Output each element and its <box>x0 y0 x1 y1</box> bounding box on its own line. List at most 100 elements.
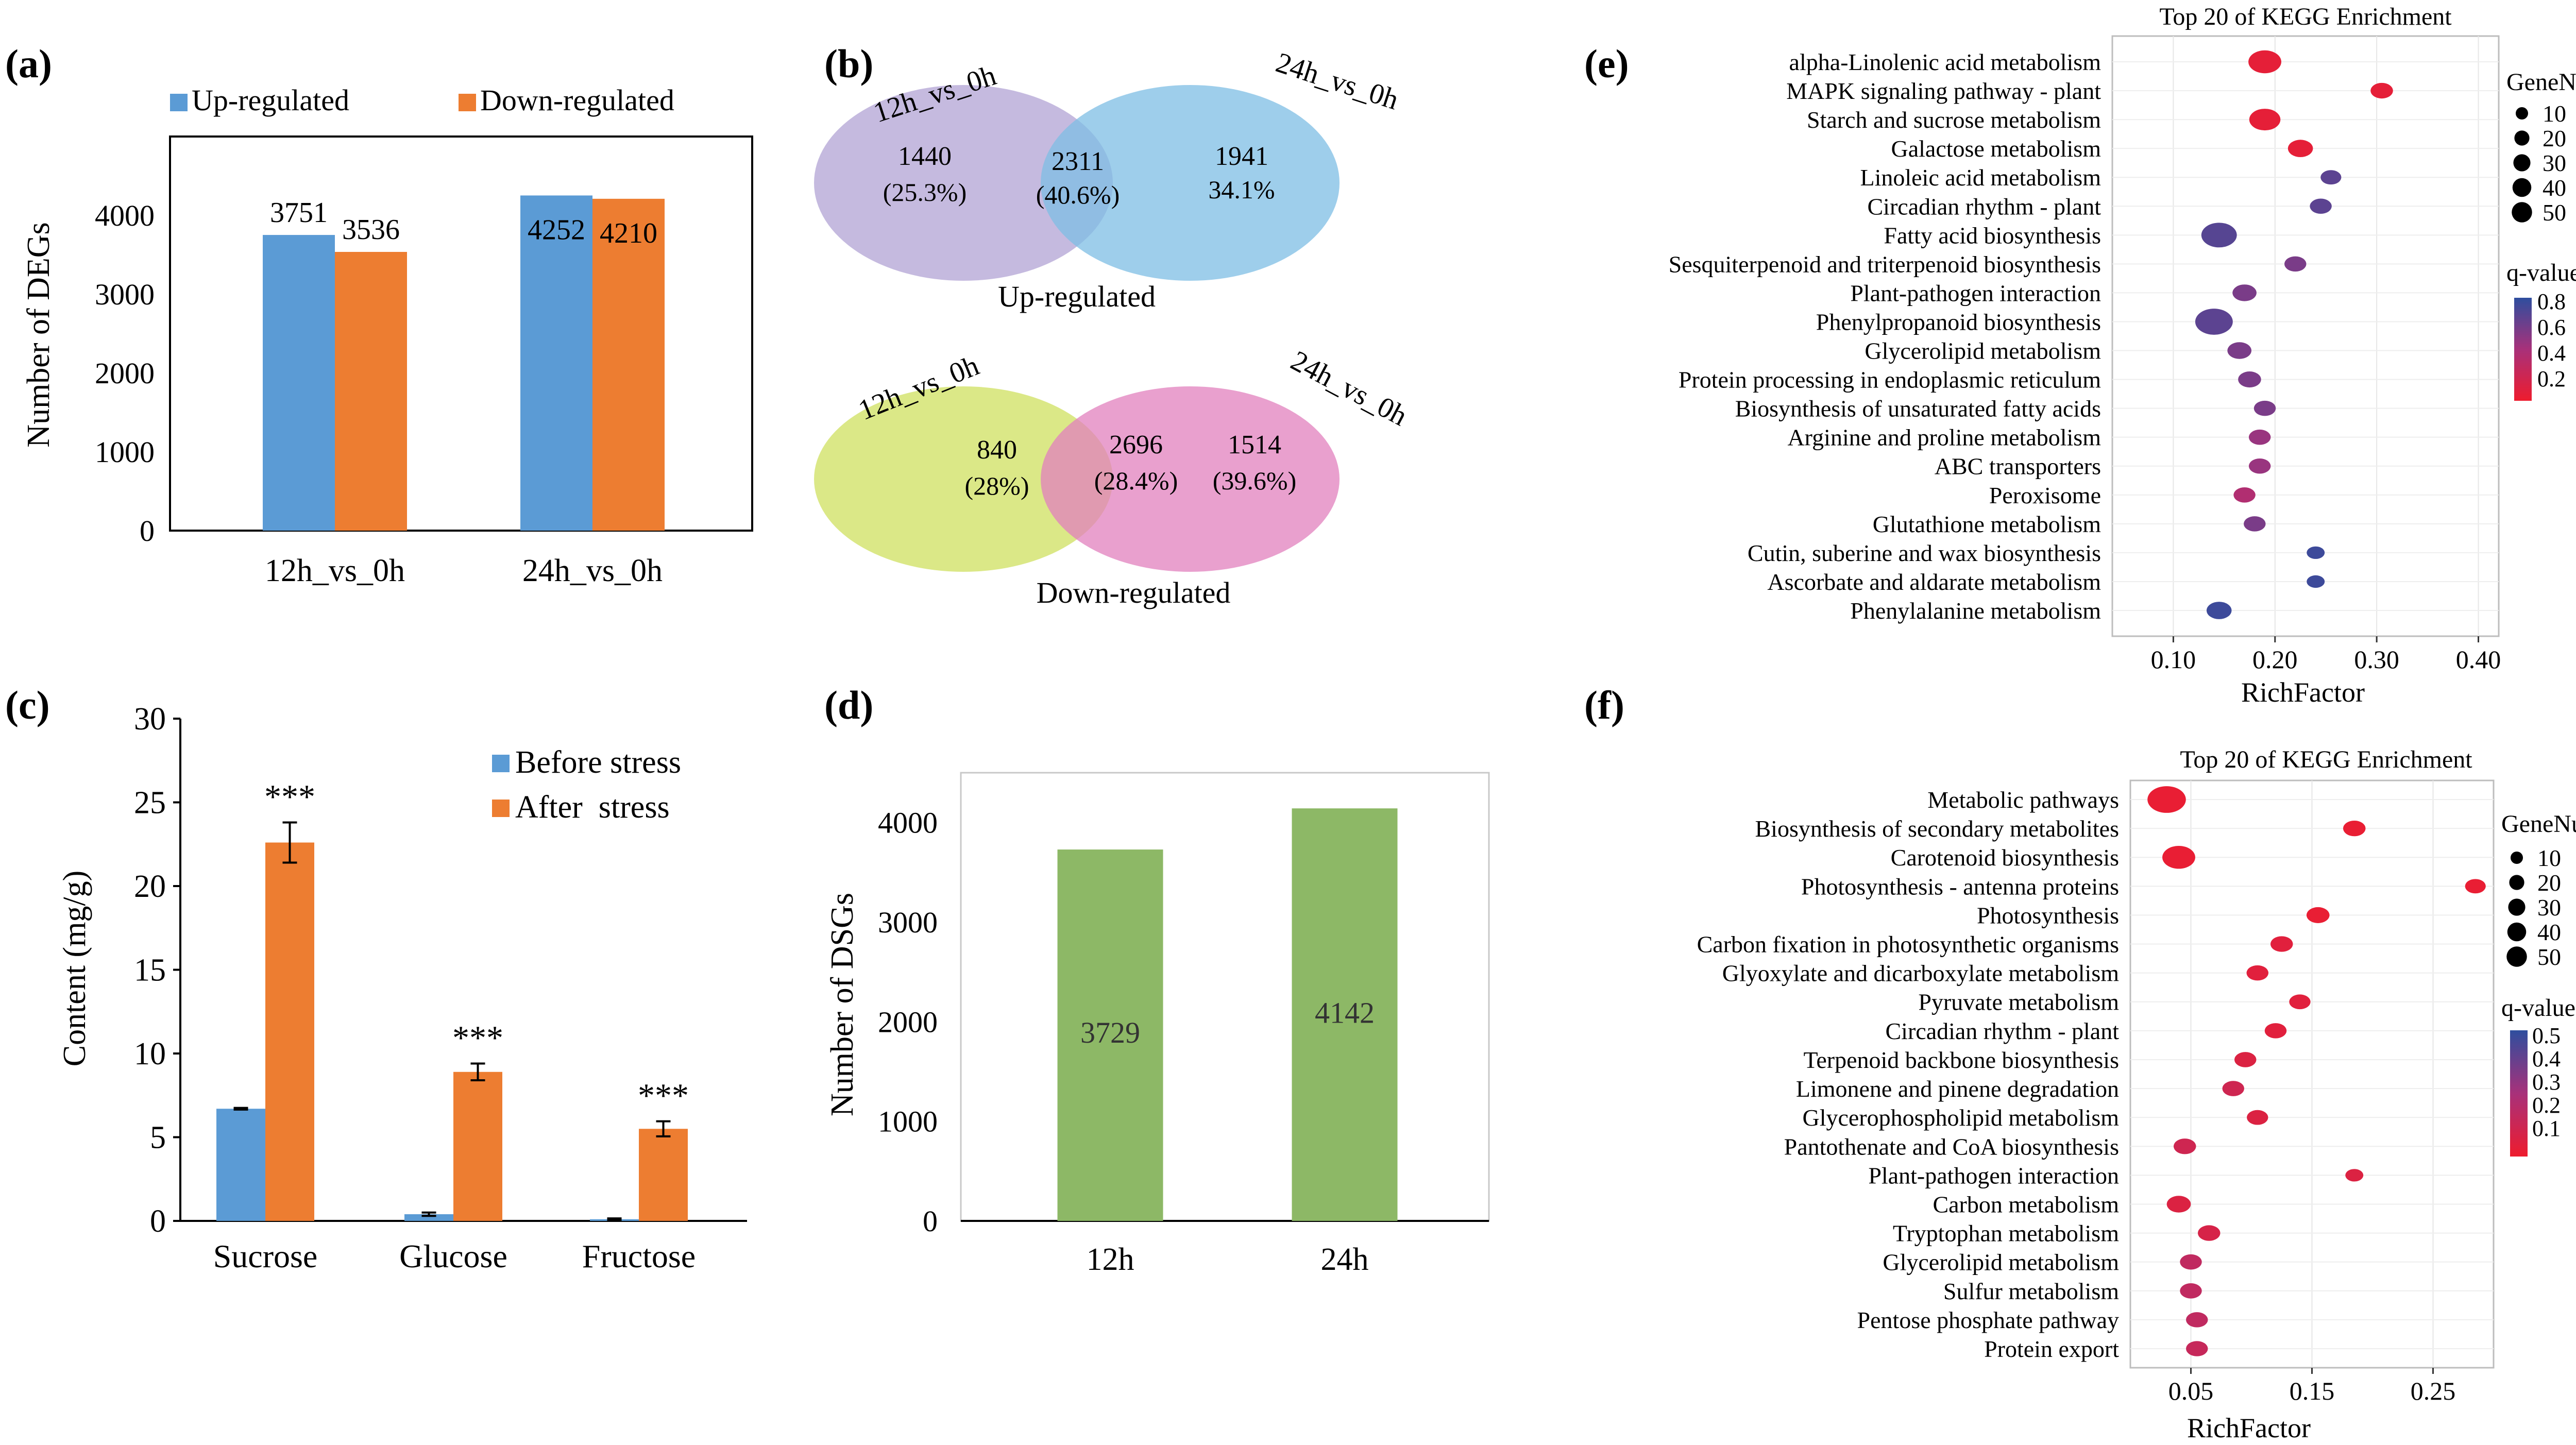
chart-c-ytick-label: 30 <box>134 702 166 737</box>
chart-c-significance: *** <box>452 1019 503 1057</box>
e-dot <box>2233 487 2256 503</box>
e-dot <box>2248 458 2271 474</box>
f-dot <box>2234 1052 2257 1067</box>
chart-c-ytick-label: 25 <box>134 786 166 821</box>
e-dot <box>2238 371 2261 388</box>
e-pathway-label: Galactose metabolism <box>1891 135 2102 162</box>
panel-letter-f: (f) <box>1584 683 1624 727</box>
chart-c-ytick-label: 20 <box>134 869 166 904</box>
chart-a-ytick-label: 4000 <box>95 199 155 232</box>
e-dot <box>2248 50 2281 74</box>
e-pathway-label: Phenylalanine metabolism <box>1850 598 2101 624</box>
chart-c-ytick-label: 15 <box>134 953 166 988</box>
e-dot <box>2370 82 2393 99</box>
f-dot <box>2246 965 2268 981</box>
chart-a-ylabel: Number of DEGs <box>21 222 56 447</box>
legend-label-after: After stress <box>515 790 670 825</box>
venn-up-caption: Up-regulated <box>998 280 1156 313</box>
f-pathway-label: Limonene and pinene degradation <box>1796 1076 2119 1102</box>
chart-d-bar <box>1057 849 1163 1221</box>
e-size-legend-dot <box>2515 107 2529 120</box>
chart-a-value-label: 3751 <box>270 197 328 229</box>
f-pathway-label: Plant-pathogen interaction <box>1868 1162 2119 1188</box>
chart-e-title: Top 20 of KEGG Enrichment <box>2159 3 2452 30</box>
chart-a-frame <box>169 135 753 532</box>
venn-up-label-right: 24h_vs_0h <box>1272 46 1402 116</box>
venn-up-mid-count: 2311 <box>1052 147 1104 176</box>
f-pathway-label: Tryptophan metabolism <box>1893 1220 2119 1247</box>
chart-a-ytick-label: 2000 <box>95 356 155 390</box>
f-color-legend-label: 0.4 <box>2532 1046 2561 1072</box>
e-size-legend-label: 30 <box>2543 150 2566 176</box>
e-pathway-label: Ascorbate and aldarate metabolism <box>1767 569 2101 595</box>
f-dot <box>2264 1023 2287 1039</box>
e-dot <box>2249 109 2281 131</box>
venn-up-left-pct: (25.3%) <box>883 178 967 207</box>
f-size-legend-dot <box>2506 946 2527 967</box>
f-pathway-label: Pantothenate and CoA biosynthesis <box>1784 1133 2119 1160</box>
f-size-legend-label: 10 <box>2537 845 2561 871</box>
f-size-legend-label: 20 <box>2537 870 2561 896</box>
f-size-legend-dot <box>2509 875 2524 890</box>
panel-letter-b: (b) <box>824 41 873 86</box>
venn-down-left-pct: (28%) <box>965 471 1029 500</box>
e-pathway-label: Linoleic acid metabolism <box>1860 164 2101 191</box>
venn-down-mid-count: 2696 <box>1109 430 1163 460</box>
chart-d-value-label: 3729 <box>1080 1016 1140 1049</box>
chart-d-ytick-label: 4000 <box>878 806 938 840</box>
f-pathway-label: Photosynthesis - antenna proteins <box>1801 873 2119 899</box>
chart-d-value-label: 4142 <box>1315 996 1375 1030</box>
chart-a-ytick-label: 3000 <box>95 278 155 311</box>
e-dot <box>2195 309 2233 335</box>
chart-f-size-legend-title: GeneNumber <box>2501 810 2576 838</box>
legend-swatch-after <box>492 800 510 817</box>
chart-e-color-legend-title: q-value <box>2506 259 2576 286</box>
venn-down-right-count: 1514 <box>1228 430 1281 460</box>
f-color-legend-label: 0.3 <box>2532 1069 2561 1095</box>
venn-up-mid-pct: (40.6%) <box>1036 180 1120 209</box>
f-pathway-label: Biosynthesis of secondary metabolites <box>1755 815 2120 842</box>
f-dot <box>2166 1196 2191 1213</box>
e-pathway-label: Plant-pathogen interaction <box>1850 280 2101 306</box>
e-dot <box>2287 140 2313 158</box>
e-dot <box>2307 546 2325 559</box>
e-xtick-label: 0.40 <box>2456 645 2501 674</box>
e-size-legend-label: 10 <box>2543 100 2566 127</box>
chart-a-value-label: 4210 <box>600 217 657 249</box>
chart-e: Top 20 of KEGG Enrichment 0.10 0.20 0.30 0.… <box>1669 3 2576 708</box>
e-pathway-label: alpha-Linolenic acid metabolism <box>1789 49 2102 75</box>
chart-a-value-label: 4252 <box>528 214 585 246</box>
chart-c-ytick-label: 0 <box>150 1204 166 1239</box>
e-pathway-label: Glycerolipid metabolism <box>1865 338 2101 364</box>
chart-c-category-label: Fructose <box>582 1238 696 1274</box>
f-pathway-label: Photosynthesis <box>1977 902 2119 928</box>
e-pathway-label: Peroxisome <box>1989 482 2101 508</box>
chart-a-bar-up <box>520 195 592 531</box>
venn-up-right-pct: 34.1% <box>1208 175 1275 204</box>
chart-c-category-label: Sucrose <box>213 1238 318 1274</box>
f-size-legend-dot <box>2510 851 2523 864</box>
venn-b: 12h_vs_0h 24h_vs_0h 1440 (25.3%) 2311 (4… <box>814 46 1413 609</box>
chart-e-panel <box>2111 35 2500 637</box>
f-dot <box>2247 1110 2268 1125</box>
chart-c-ytick-label: 10 <box>134 1036 166 1072</box>
f-pathway-label: Carbon metabolism <box>1933 1191 2119 1217</box>
f-xtick-label: 0.25 <box>2411 1376 2456 1405</box>
venn-down-left-circle <box>814 386 1113 572</box>
f-xtick-label: 0.15 <box>2290 1376 2335 1405</box>
chart-d-category-label: 24h <box>1321 1242 1369 1277</box>
f-pathway-label: Sulfur metabolism <box>1943 1278 2119 1304</box>
chart-c-ylabel: Content (mg/g) <box>57 871 92 1067</box>
chart-c: Content (mg/g) 0 5 10 15 20 25 30 *** *** *** Suc… <box>57 702 747 1274</box>
e-dot <box>2232 284 2257 301</box>
chart-d-bar <box>1292 808 1398 1221</box>
legend-label-before: Before stress <box>515 745 681 780</box>
e-size-legend-dot <box>2512 202 2532 223</box>
chart-c-category-label: Glucose <box>399 1238 507 1274</box>
f-pathway-label: Terpenoid backbone biosynthesis <box>1803 1047 2119 1073</box>
chart-c-bar-after <box>453 1072 502 1221</box>
e-dot <box>2244 516 2266 532</box>
e-pathway-label: Biosynthesis of unsaturated fatty acids <box>1735 396 2101 422</box>
chart-d-category-label: 12h <box>1087 1242 1134 1277</box>
